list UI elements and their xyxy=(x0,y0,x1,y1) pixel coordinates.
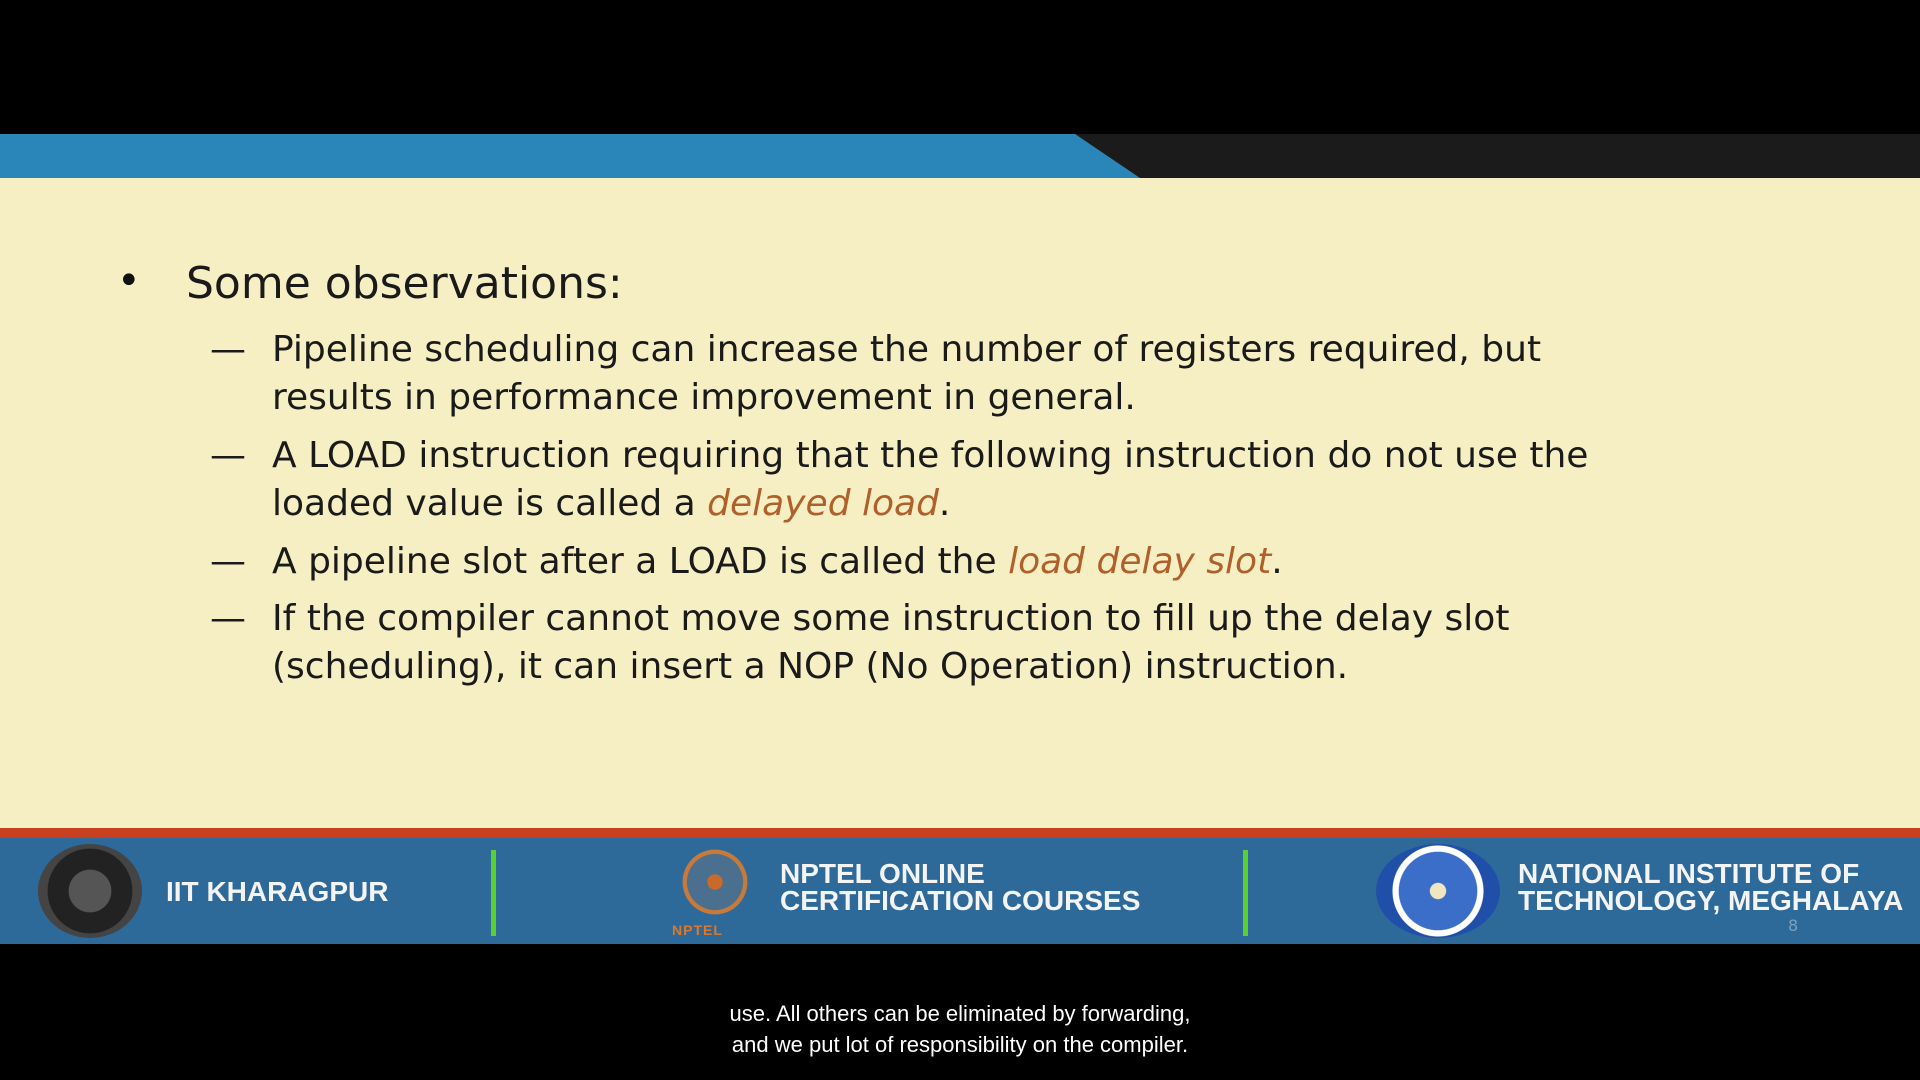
item-text: loaded value is called a xyxy=(272,483,708,524)
term-load-delay-slot: load delay slot xyxy=(1008,541,1272,582)
subtitle-line: use. All others can be eliminated by for… xyxy=(729,1001,1191,1026)
subtitle-line: and we put lot of responsibility on the … xyxy=(731,1032,1189,1057)
item-line: loaded value is called a delayed load. xyxy=(272,480,1912,528)
footer-right-label: NATIONAL INSTITUTE OF TECHNOLOGY, MEGHAL… xyxy=(1518,858,1904,916)
iit-kharagpur-logo-icon xyxy=(38,844,142,938)
dash-icon: — xyxy=(210,541,246,582)
slide-header-bar xyxy=(0,134,1920,178)
item-line: Pipeline scheduling can increase the num… xyxy=(272,329,1542,370)
term-delayed-load: delayed load xyxy=(707,483,939,524)
footer-separator xyxy=(1243,850,1248,936)
lecture-slide: • Some observations: — Pipeline scheduli… xyxy=(0,134,1920,944)
item-line: (scheduling), it can insert a NOP (No Op… xyxy=(272,646,1349,687)
item-text: . xyxy=(938,483,951,524)
page-number: 8 xyxy=(1788,916,1799,935)
slide-heading: Some observations: xyxy=(186,258,623,309)
nptel-logo-text: NPTEL xyxy=(672,922,723,938)
item-text: . xyxy=(1271,541,1283,582)
dash-icon: — xyxy=(210,598,246,639)
slide-header-accent xyxy=(0,134,1140,178)
item-line: A LOAD instruction requiring that the fo… xyxy=(272,435,1589,476)
nptel-logo-icon xyxy=(668,842,762,922)
dash-icon: — xyxy=(210,329,246,370)
footer-accent-line xyxy=(0,828,1920,838)
bullet-icon: • xyxy=(117,258,141,304)
footer-separator xyxy=(491,850,496,936)
item-line: If the compiler cannot move some instruc… xyxy=(272,598,1510,639)
footer-left-label: IIT KHARAGPUR xyxy=(166,876,389,907)
item-text: A pipeline slot after a LOAD is called t… xyxy=(272,541,1009,582)
slide-content: • Some observations: — Pipeline scheduli… xyxy=(0,178,1920,828)
nit-meghalaya-logo-icon xyxy=(1376,844,1500,938)
video-subtitle: use. All others can be eliminated by for… xyxy=(0,998,1920,1060)
item-line: A pipeline slot after a LOAD is called t… xyxy=(272,538,1912,586)
dash-icon: — xyxy=(210,435,246,476)
footer-center-label: NPTEL ONLINE CERTIFICATION COURSES xyxy=(780,858,1141,916)
item-line: results in performance improvement in ge… xyxy=(272,377,1136,418)
slide-footer: IIT KHARAGPUR NPTEL NPTEL ONLINE CERTIFI… xyxy=(0,838,1920,944)
